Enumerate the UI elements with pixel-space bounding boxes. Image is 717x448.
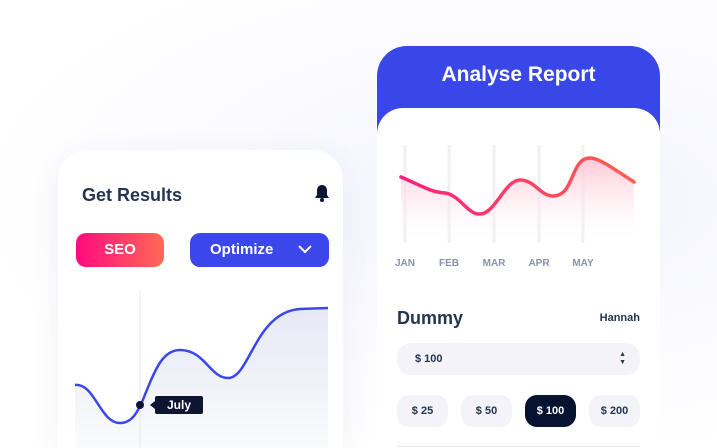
results-area xyxy=(75,308,328,448)
month-label: JAN xyxy=(394,258,415,269)
select-value: $ 100 xyxy=(415,353,443,365)
up-down-arrows-icon: ▲ ▼ xyxy=(619,351,626,366)
divider xyxy=(397,446,640,447)
optimize-dropdown[interactable]: Optimize xyxy=(190,233,329,267)
seo-button[interactable]: SEO xyxy=(76,233,164,267)
july-point xyxy=(136,401,144,409)
amount-50-button[interactable]: $ 50 xyxy=(461,395,512,427)
optimize-label: Optimize xyxy=(210,241,274,258)
amount-200-button[interactable]: $ 200 xyxy=(589,395,640,427)
amount-25-button[interactable]: $ 25 xyxy=(397,395,448,427)
card-title: Get Results xyxy=(82,185,183,205)
bell-icon[interactable] xyxy=(314,184,330,207)
amount-select[interactable]: $ 100 ▲ ▼ xyxy=(397,343,640,375)
results-line xyxy=(74,306,329,425)
section-title: Dummy xyxy=(397,308,464,328)
analyse-report-card: Analyse Report xyxy=(377,46,660,448)
user-name: Hannah xyxy=(599,312,640,324)
month-label: MAR xyxy=(482,258,506,269)
report-line xyxy=(399,156,636,216)
card-title: Analyse Report xyxy=(441,63,596,86)
month-label: APR xyxy=(528,258,550,269)
july-tooltip: July xyxy=(150,396,203,414)
amount-100-button[interactable]: $ 100 xyxy=(525,395,576,427)
month-label: MAY xyxy=(572,258,594,269)
month-label: FEB xyxy=(439,258,459,269)
card-body xyxy=(377,108,660,448)
report-area xyxy=(401,158,634,245)
chevron-down-icon xyxy=(298,245,312,254)
